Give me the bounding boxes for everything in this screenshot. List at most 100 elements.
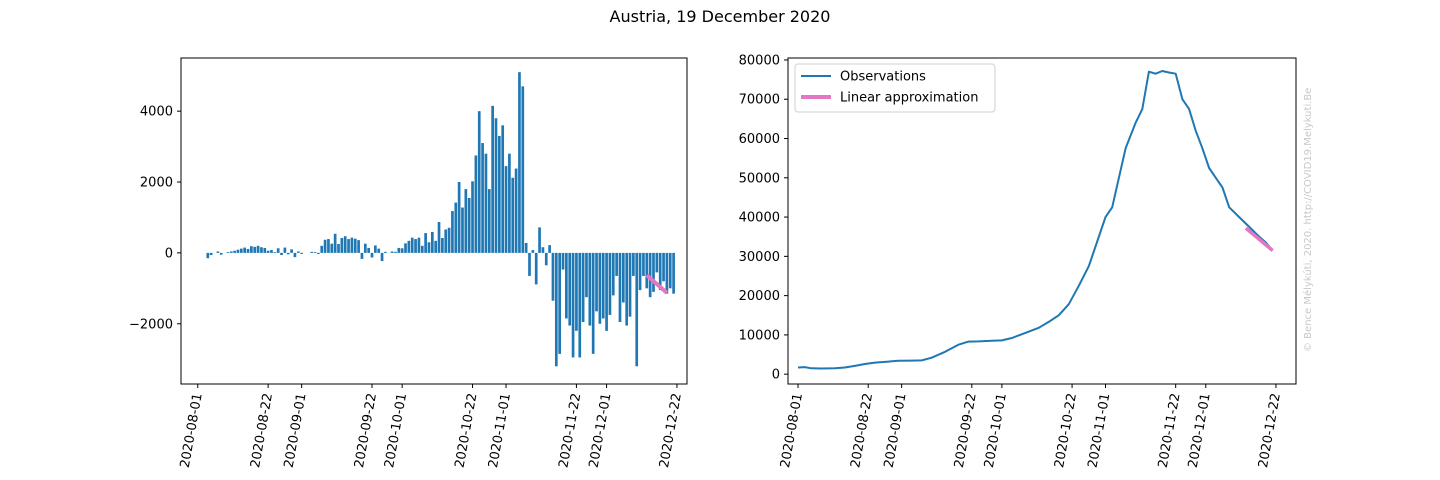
bar <box>595 252 598 312</box>
x-tick-label: 2020-08-22 <box>848 392 876 469</box>
bar <box>397 247 401 253</box>
bar <box>494 118 498 253</box>
bar <box>561 252 565 270</box>
legend-label-linear-approximation: Linear approximation <box>840 91 978 106</box>
bar <box>343 236 347 253</box>
x-tick-label: 2020-09-22 <box>952 392 980 469</box>
bar <box>360 252 364 259</box>
bar <box>236 249 240 253</box>
bar <box>270 250 273 253</box>
bar <box>611 252 615 296</box>
x-tick-label: 2020-10-01 <box>982 392 1010 469</box>
bar <box>551 252 555 301</box>
bar <box>420 245 424 253</box>
y-tick-label: 60000 <box>739 132 780 147</box>
bar <box>575 252 578 331</box>
x-tick-label: 2020-12-22 <box>1256 392 1284 469</box>
x-tick-label: 2020-08-01 <box>778 392 806 469</box>
y-tick-label: 50000 <box>739 171 780 186</box>
bar <box>571 252 575 358</box>
legend-box <box>794 63 996 113</box>
bar <box>491 105 494 253</box>
bar <box>350 237 354 253</box>
bar <box>601 252 605 319</box>
bar <box>628 252 632 317</box>
bar <box>260 247 263 253</box>
y-tick-label: 0 <box>772 368 780 383</box>
bar <box>672 252 675 294</box>
bar <box>430 231 434 253</box>
bar <box>337 244 340 253</box>
x-tick-label: 2020-12-22 <box>657 392 685 469</box>
y-tick-label: 0 <box>165 246 173 261</box>
bar <box>276 248 280 253</box>
bar <box>394 251 397 253</box>
legend-label-observations: Observations <box>840 70 926 85</box>
bar <box>474 155 478 253</box>
x-tick-label: 2020-09-01 <box>282 392 310 469</box>
bar <box>605 252 608 331</box>
bar <box>521 86 525 253</box>
bar <box>367 247 370 253</box>
bar <box>206 252 210 259</box>
y-tick-label: 80000 <box>739 53 780 68</box>
bar <box>487 189 491 253</box>
bar <box>293 252 297 258</box>
bar <box>518 72 521 253</box>
bar <box>441 238 444 253</box>
x-tick-label: 2020-11-01 <box>486 392 514 469</box>
bar <box>253 246 257 253</box>
approximation-segment <box>645 273 669 295</box>
y-tick-label: 20000 <box>739 289 780 304</box>
bar <box>374 245 377 253</box>
x-tick-label: 2020-08-01 <box>178 392 206 469</box>
bar <box>591 252 595 354</box>
bar <box>239 248 243 253</box>
bar <box>447 227 451 253</box>
bar <box>233 250 236 253</box>
bar <box>313 252 317 253</box>
bar <box>226 252 230 253</box>
bar <box>390 251 394 253</box>
bar <box>320 245 324 253</box>
x-tick-label: 2020-11-01 <box>1086 392 1114 469</box>
bar <box>504 166 508 253</box>
bar <box>384 251 387 253</box>
bar <box>568 252 572 326</box>
bar <box>498 135 501 253</box>
bar <box>330 243 334 253</box>
left-bars <box>206 72 675 367</box>
bar <box>216 251 220 253</box>
y-tick-label: 4000 <box>140 105 173 120</box>
bar <box>380 252 384 262</box>
bar <box>243 247 247 253</box>
bar <box>424 233 427 253</box>
bar <box>300 252 303 254</box>
bar <box>340 238 344 253</box>
bar <box>615 252 618 276</box>
bar <box>464 189 468 253</box>
bar <box>280 252 283 256</box>
observations-line <box>797 70 1274 370</box>
bar <box>471 181 474 253</box>
bar <box>645 252 649 289</box>
bar <box>648 252 652 298</box>
bar <box>310 251 314 253</box>
bar <box>209 252 213 256</box>
bar <box>531 250 535 253</box>
bar <box>363 243 367 253</box>
x-tick-label: 2020-11-22 <box>556 392 584 469</box>
bar <box>417 237 421 253</box>
y-tick-label: 30000 <box>739 250 780 265</box>
bar <box>658 252 662 291</box>
bar <box>377 248 381 253</box>
bar <box>621 252 625 303</box>
bar <box>229 251 233 253</box>
bar <box>477 111 481 253</box>
bar <box>528 252 531 276</box>
bar <box>625 252 629 326</box>
bar <box>541 247 545 253</box>
bar <box>296 251 300 253</box>
bar <box>400 248 404 253</box>
